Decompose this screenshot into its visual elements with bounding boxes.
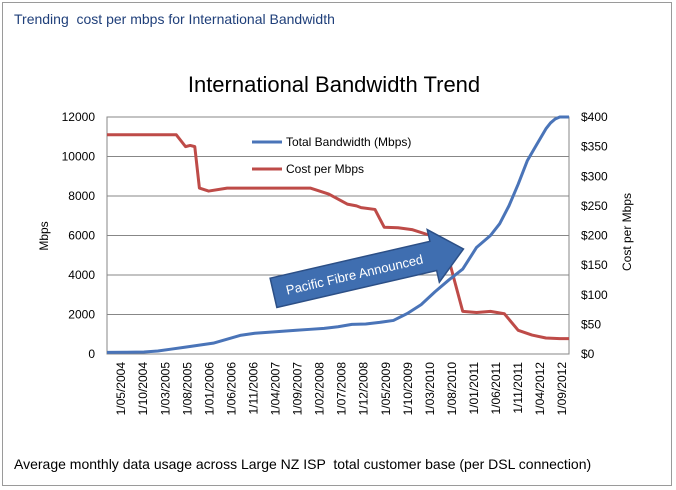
- x-tick-label: 1/01/2011: [467, 362, 481, 415]
- y2-tick-label: $200: [581, 229, 608, 243]
- y-axis-label: Mbps: [37, 221, 51, 250]
- y-tick-label: 4000: [68, 268, 95, 282]
- left-axis-ticks: 0 2000 4000 6000 8000 10000 12000: [62, 110, 96, 361]
- x-tick-label: 1/04/2012: [533, 362, 547, 416]
- right-axis-ticks: $0 $50 $100 $150 $200 $250 $300 $350 $400: [581, 110, 608, 361]
- x-tick-label: 1/09/2007: [291, 362, 305, 416]
- pacific-fibre-arrow: Pacific Fibre Announced: [269, 228, 465, 309]
- x-tick-label: 1/10/2009: [401, 362, 415, 416]
- y2-tick-label: $100: [581, 288, 608, 302]
- x-tick-label: 1/08/2010: [445, 362, 459, 416]
- y-tick-label: 8000: [68, 189, 95, 203]
- y-tick-label: 0: [88, 347, 95, 361]
- y-tick-label: 10000: [62, 150, 96, 164]
- x-tick-label: 1/06/2011: [489, 362, 503, 415]
- header-caption: Trending cost per mbps for International…: [14, 11, 335, 27]
- x-tick-label: 1/11/2011: [511, 362, 525, 414]
- y-tick-label: 12000: [62, 110, 96, 124]
- x-tick-label: 1/10/2004: [136, 362, 150, 416]
- y2-tick-label: $0: [581, 347, 595, 361]
- legend-label-cost: Cost per Mbps: [286, 162, 364, 176]
- y2-tick-label: $400: [581, 110, 608, 124]
- x-tick-label: 1/03/2010: [423, 362, 437, 416]
- x-tick-label: 1/05/2004: [114, 362, 128, 416]
- total-bandwidth-line: [106, 115, 569, 354]
- cost-per-mbps-line: [107, 133, 569, 341]
- legend: Total Bandwidth (Mbps) Cost per Mbps: [252, 135, 411, 176]
- x-tick-label: 1/03/2005: [158, 362, 172, 416]
- x-tick-label: 1/04/2007: [269, 362, 283, 416]
- y-tick-label: 6000: [68, 229, 95, 243]
- x-tick-label: 1/12/2008: [357, 362, 371, 416]
- plot-area: [106, 116, 570, 355]
- chart-title: International Bandwidth Trend: [188, 72, 480, 97]
- x-axis-ticks: 1/05/2004 1/10/2004 1/03/2005 1/08/2005 1/01…: [114, 362, 569, 416]
- y2-tick-label: $50: [581, 317, 601, 331]
- footer-caption: Average monthly data usage across Large …: [14, 456, 592, 472]
- x-tick-label: 1/11/2006: [247, 362, 261, 415]
- x-tick-label: 1/05/2009: [379, 362, 393, 416]
- y2-tick-label: $350: [581, 140, 608, 154]
- chart-frame: [2, 2, 672, 486]
- x-tick-label: 1/09/2012: [555, 362, 569, 416]
- y2-tick-label: $150: [581, 258, 608, 272]
- y2-axis-label: Cost per Mbps: [620, 193, 634, 271]
- y2-tick-label: $300: [581, 169, 608, 183]
- y-tick-label: 2000: [68, 308, 95, 322]
- x-tick-label: 1/07/2008: [335, 362, 349, 416]
- y2-tick-label: $250: [581, 199, 608, 213]
- legend-label-bandwidth: Total Bandwidth (Mbps): [286, 135, 411, 149]
- x-tick-label: 1/01/2006: [202, 362, 216, 416]
- gridlines: [107, 116, 569, 355]
- x-tick-label: 1/02/2008: [313, 362, 327, 416]
- x-tick-label: 1/06/2006: [224, 362, 238, 416]
- arrow-shape: [269, 228, 465, 309]
- x-tick-label: 1/08/2005: [180, 362, 194, 416]
